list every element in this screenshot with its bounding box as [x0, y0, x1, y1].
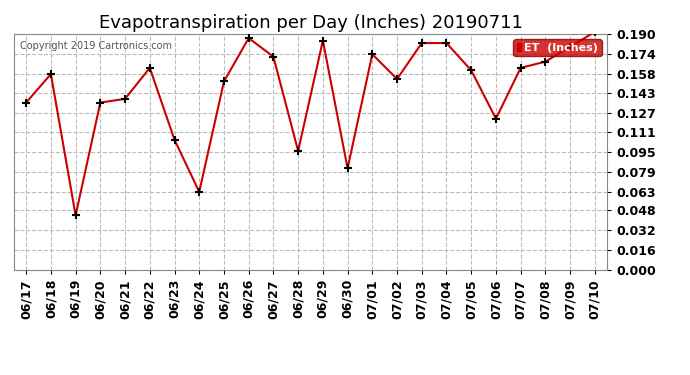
Title: Evapotranspiration per Day (Inches) 20190711: Evapotranspiration per Day (Inches) 2019… — [99, 14, 522, 32]
Legend: ET  (Inches): ET (Inches) — [513, 39, 602, 56]
Text: Copyright 2019 Cartronics.com: Copyright 2019 Cartronics.com — [20, 41, 172, 51]
